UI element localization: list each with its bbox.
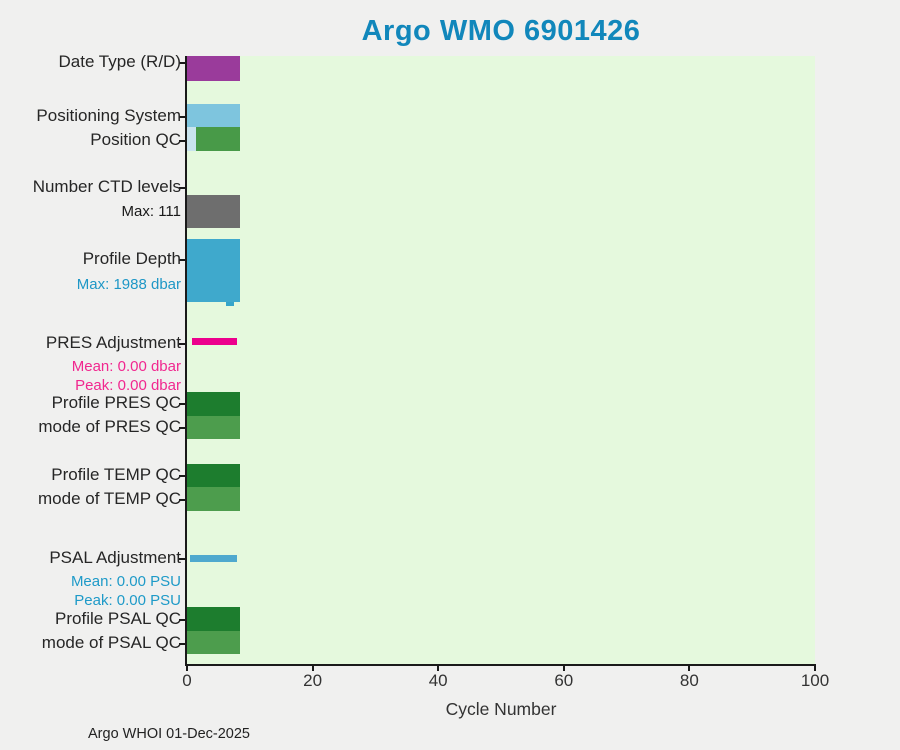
row-label-mode-of-psal-qc: mode of PSAL QC <box>41 633 181 652</box>
bar-position-qc <box>187 127 196 151</box>
x-tick-label-80: 80 <box>679 671 699 690</box>
footer-credit: Argo WHOI 01-Dec-2025 <box>88 726 250 742</box>
bar-profile-pres-qc <box>187 392 241 416</box>
x-tick-40 <box>437 664 440 671</box>
row-label-profile-temp-qc: Profile TEMP QC <box>51 465 181 484</box>
x-tick-100 <box>814 664 816 671</box>
y-axis-line <box>185 56 187 666</box>
y-tick-pres-adjustment <box>179 343 186 345</box>
bar-profile-depth-marker <box>225 302 235 306</box>
x-tick-80 <box>688 664 691 671</box>
row-annotation-psal-adjustment: Peak: 0.00 PSU <box>74 592 181 609</box>
bar-profile-psal-qc <box>187 607 241 631</box>
bar-pres-adjustment <box>192 338 238 345</box>
bar-mode-of-temp-qc <box>187 487 241 511</box>
row-label-psal-adjustment: PSAL Adjustment <box>49 548 181 567</box>
x-axis-line <box>185 664 816 666</box>
x-tick-0 <box>186 664 188 671</box>
plot-area <box>187 56 815 664</box>
x-tick-20 <box>311 664 314 671</box>
bar-number-ctd-levels <box>187 195 241 228</box>
y-tick-date-type-r-d <box>179 62 186 64</box>
row-annotation-number-ctd-levels: Max: 111 <box>121 203 181 220</box>
row-label-positioning-system: Positioning System <box>36 106 181 125</box>
row-annotation-profile-depth: Max: 1988 dbar <box>76 276 181 293</box>
row-label-profile-psal-qc: Profile PSAL QC <box>55 609 181 628</box>
row-annotation-pres-adjustment: Mean: 0.00 dbar <box>71 358 181 375</box>
row-label-number-ctd-levels: Number CTD levels <box>32 177 181 196</box>
y-tick-number-ctd-levels <box>179 187 186 189</box>
bar-profile-depth <box>187 239 241 302</box>
row-label-date-type-r-d: Date Type (R/D) <box>58 52 181 71</box>
row-label-position-qc: Position QC <box>90 130 181 149</box>
y-tick-mode-of-pres-qc <box>179 427 186 429</box>
bar-mode-of-pres-qc <box>187 416 241 439</box>
y-tick-profile-psal-qc <box>179 619 186 621</box>
y-tick-mode-of-temp-qc <box>179 499 186 501</box>
row-annotation-pres-adjustment: Peak: 0.00 dbar <box>75 377 181 394</box>
y-tick-mode-of-psal-qc <box>179 643 186 645</box>
x-tick-label-40: 40 <box>428 671 448 690</box>
x-tick-60 <box>562 664 565 671</box>
x-axis-label: Cycle Number <box>445 699 557 719</box>
row-label-mode-of-temp-qc: mode of TEMP QC <box>38 489 181 508</box>
bar-date-type-r-d <box>187 56 241 81</box>
bar-positioning-system <box>187 104 241 127</box>
y-tick-position-qc <box>179 140 186 142</box>
y-tick-profile-temp-qc <box>179 475 186 477</box>
bar-psal-adjustment <box>190 555 238 562</box>
row-label-profile-pres-qc: Profile PRES QC <box>51 393 181 412</box>
row-annotation-psal-adjustment: Mean: 0.00 PSU <box>70 573 181 590</box>
row-label-profile-depth: Profile Depth <box>82 249 181 268</box>
bar-position-qc <box>195 127 241 151</box>
bar-profile-temp-qc <box>187 464 241 488</box>
x-tick-label-20: 20 <box>303 671 323 690</box>
y-tick-positioning-system <box>179 116 186 118</box>
x-tick-label-0: 0 <box>182 671 192 690</box>
chart-title: Argo WMO 6901426 <box>361 15 641 47</box>
y-tick-profile-pres-qc <box>179 403 186 405</box>
row-label-mode-of-pres-qc: mode of PRES QC <box>38 417 181 436</box>
bar-mode-of-psal-qc <box>187 631 241 654</box>
x-tick-label-60: 60 <box>554 671 574 690</box>
x-tick-label-100: 100 <box>800 671 830 690</box>
y-tick-psal-adjustment <box>179 558 186 560</box>
row-label-pres-adjustment: PRES Adjustment <box>45 333 181 352</box>
y-tick-profile-depth <box>179 259 186 261</box>
